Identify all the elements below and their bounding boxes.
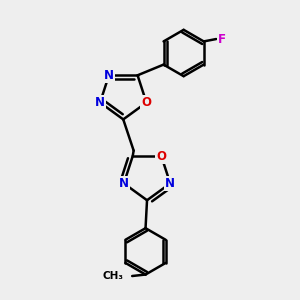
Text: N: N — [165, 177, 175, 190]
Text: N: N — [104, 69, 114, 82]
Text: O: O — [156, 150, 167, 163]
Text: CH₃: CH₃ — [103, 271, 124, 281]
Text: N: N — [95, 96, 105, 109]
Text: F: F — [218, 32, 226, 46]
Text: O: O — [141, 96, 152, 109]
Text: N: N — [119, 177, 129, 190]
